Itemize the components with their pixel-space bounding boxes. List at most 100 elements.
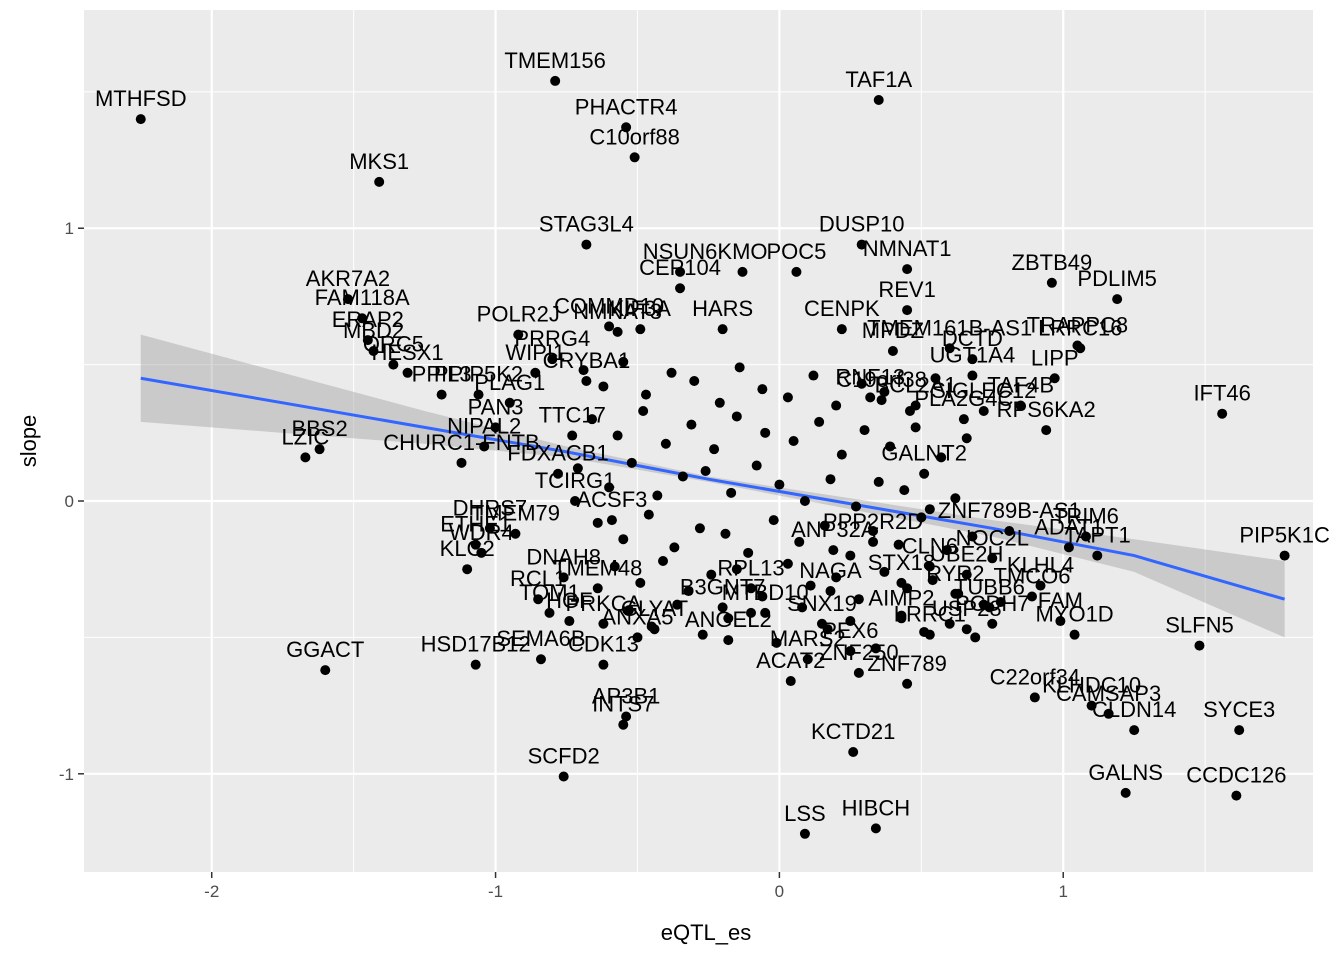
data-point: [910, 400, 921, 411]
data-point: [697, 629, 708, 640]
data-point: [1069, 629, 1080, 640]
data-point: [851, 501, 862, 512]
data-point: [504, 397, 515, 408]
data-point: [774, 479, 785, 490]
data-point: [402, 367, 413, 378]
data-point: [723, 635, 734, 646]
x-tick-label: 1: [1058, 882, 1067, 901]
point-label: ETHE1: [440, 512, 511, 537]
point-label: HSD17B12: [421, 632, 531, 657]
data-point: [757, 384, 768, 395]
data-point: [598, 659, 609, 670]
point-label: MYO1D: [1035, 602, 1113, 627]
point-label: KLHDC10: [1042, 673, 1141, 698]
data-point: [1194, 640, 1205, 651]
y-tick-label: 0: [65, 492, 74, 511]
data-point: [558, 572, 569, 583]
point-label: DUSP10: [819, 212, 905, 237]
data-point: [618, 534, 629, 545]
data-point: [916, 512, 927, 523]
data-point: [635, 324, 646, 335]
data-point: [924, 629, 935, 640]
data-point: [726, 487, 737, 498]
data-point: [919, 468, 930, 479]
data-point: [868, 526, 879, 537]
regression-line: [140, 376, 1286, 601]
point-label: NMNAT1: [863, 236, 952, 261]
point-label: RPL13: [717, 555, 784, 580]
point-label: NOC2L: [956, 525, 1029, 550]
data-point: [978, 405, 989, 416]
data-point: [1092, 550, 1103, 561]
point-label: PRKCA: [566, 591, 642, 616]
point-label: HIBCH: [842, 795, 910, 820]
data-point: [896, 613, 907, 624]
data-point: [675, 283, 686, 294]
data-point: [859, 425, 870, 436]
data-point: [490, 422, 501, 433]
data-point: [723, 613, 734, 624]
point-label: LRRC16: [1038, 315, 1122, 340]
point-label: WDR4: [449, 520, 514, 545]
data-point: [623, 605, 634, 616]
point-label: INTS7: [592, 692, 654, 717]
data-point: [958, 414, 969, 425]
point-label: DNAH8: [526, 544, 601, 569]
data-point: [1234, 725, 1245, 736]
point-label: HGF: [546, 588, 592, 613]
point-label: PLA2G4C: [914, 386, 1013, 411]
point-label: C10orf88: [589, 124, 680, 149]
data-point: [609, 561, 620, 572]
point-label: PPIP5K2: [434, 362, 523, 387]
data-point: [808, 370, 819, 381]
data-point: [856, 239, 867, 250]
point-label: GLYAT: [621, 596, 688, 621]
point-label: ADAT1: [1034, 514, 1103, 539]
data-point: [944, 343, 955, 354]
point-label: CEP104: [639, 255, 721, 280]
point-label: TTC17: [539, 403, 606, 428]
trend-line: [140, 376, 1286, 601]
data-point: [734, 362, 745, 373]
data-point: [941, 545, 952, 556]
data-point: [927, 575, 938, 586]
point-label: C22orf34: [990, 664, 1081, 689]
point-label: MTHFSD: [95, 86, 187, 111]
y-tick-label: -1: [59, 765, 74, 784]
point-label: ZNF250: [819, 640, 898, 665]
point-label: TRIM6: [1053, 503, 1119, 528]
data-point: [785, 676, 796, 687]
point-label: SEMA6B: [496, 626, 585, 651]
point-label: CRYBA1: [543, 348, 631, 373]
data-point: [731, 564, 742, 575]
data-point: [845, 616, 856, 627]
data-point: [632, 632, 643, 643]
point-label: LIPP: [1031, 345, 1079, 370]
data-point: [604, 321, 615, 332]
point-label: MBD2: [343, 318, 404, 343]
plot-background: [84, 10, 1313, 872]
data-point: [342, 294, 353, 305]
point-label: MPDZ: [862, 318, 924, 343]
point-label: RPS6KA2: [997, 397, 1096, 422]
data-point: [388, 359, 399, 370]
point-label: ORC5: [363, 332, 424, 357]
point-label: SCFD2: [528, 744, 600, 769]
point-label: FAM: [1038, 588, 1083, 613]
data-point: [831, 400, 842, 411]
data-point: [799, 828, 810, 839]
data-point: [865, 392, 876, 403]
data-point: [553, 468, 564, 479]
data-point: [660, 438, 671, 449]
data-point: [640, 389, 651, 400]
data-point: [1112, 294, 1123, 305]
point-label: GALNT2: [881, 441, 967, 466]
data-point: [652, 490, 663, 501]
point-label: SYCE3: [1203, 697, 1275, 722]
data-point: [643, 509, 654, 520]
data-point: [760, 427, 771, 438]
point-label: C19orf38: [836, 367, 927, 392]
data-point: [743, 547, 754, 558]
data-point: [476, 547, 487, 558]
data-point: [374, 176, 385, 187]
